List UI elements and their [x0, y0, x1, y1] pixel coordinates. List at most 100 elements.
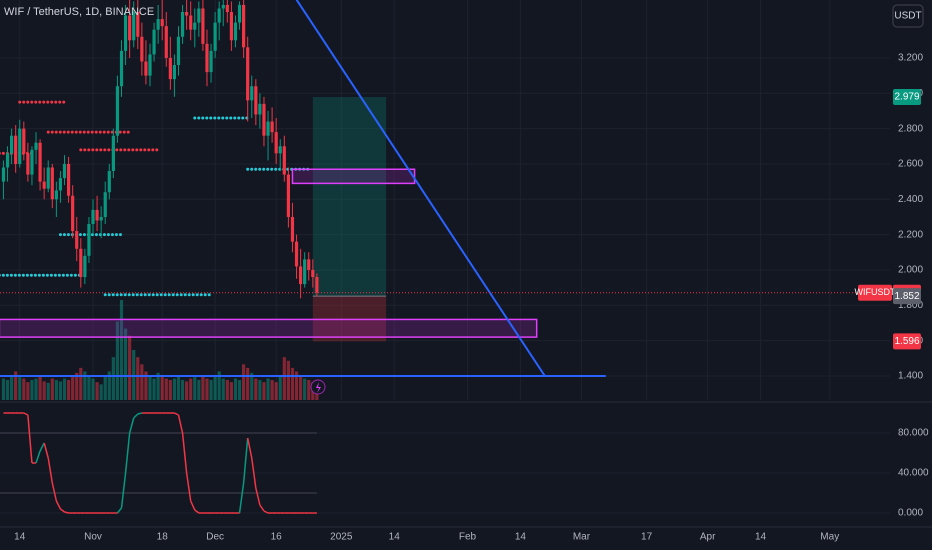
- volume-bar: [209, 380, 213, 400]
- y-tick-label: 2.800: [898, 123, 923, 134]
- oscillator-segment: [128, 417, 135, 434]
- candle-body: [34, 142, 38, 150]
- x-tick-label: 14: [755, 532, 767, 543]
- volume-bar: [185, 381, 189, 400]
- x-tick-label: 16: [271, 532, 283, 543]
- currency[interactable]: USDT: [894, 11, 921, 22]
- symbol: WIFUSDT: [855, 287, 896, 297]
- candle-body: [311, 269, 315, 278]
- candle-body: [115, 86, 120, 136]
- x-tick-label: 18: [157, 532, 169, 543]
- candle-body: [201, 8, 205, 44]
- candle-body: [246, 47, 250, 101]
- volume-bar: [156, 372, 160, 400]
- candle-body: [50, 167, 54, 200]
- candle-body: [123, 15, 128, 51]
- y-tick-label: 2.000: [898, 265, 923, 276]
- candle-body: [233, 22, 238, 41]
- candle-body: [185, 12, 189, 16]
- y-tick-label: 3.200: [898, 53, 923, 64]
- candle-body: [128, 15, 132, 41]
- candle-body: [213, 22, 217, 51]
- oscillator-segment: [60, 508, 65, 513]
- volume-bar: [250, 372, 254, 400]
- candle-body: [140, 36, 144, 62]
- volume-bar: [303, 378, 307, 400]
- volume-bar: [22, 378, 26, 400]
- chart-title: WIF / TetherUS, 1D, BINANCE: [4, 6, 154, 18]
- candle-body: [303, 259, 307, 285]
- oscillator-segment: [133, 413, 139, 419]
- x-tick-label: Feb: [459, 532, 477, 543]
- candle-body: [42, 181, 46, 189]
- candle-body: [18, 128, 22, 164]
- volume-bar: [299, 375, 303, 400]
- oscillator-segment: [39, 442, 45, 452]
- trend-line: [295, 0, 546, 377]
- volume-bar: [99, 384, 103, 400]
- volume-bar: [5, 380, 10, 400]
- volume-bar: [176, 375, 181, 400]
- candle-body: [266, 121, 270, 136]
- candle-body: [229, 12, 234, 41]
- candle-body: [221, 4, 225, 9]
- volume-bar: [62, 378, 67, 400]
- volume-bar: [193, 377, 197, 400]
- candle-body: [87, 224, 91, 256]
- x-tick-label: Dec: [206, 532, 224, 543]
- oscillator-segment: [185, 472, 192, 502]
- candle-body: [46, 167, 50, 189]
- volume-bar: [54, 380, 58, 400]
- x-tick-label: 14: [14, 532, 26, 543]
- candle-body: [1, 167, 6, 182]
- candle-body: [299, 266, 303, 285]
- candle-body: [148, 54, 152, 76]
- x-tick-label: 17: [641, 532, 653, 543]
- volume-bar: [128, 335, 132, 400]
- volume-bar: [278, 375, 282, 400]
- currency-button[interactable]: [892, 4, 924, 28]
- osc-tick-label: 0.000: [898, 508, 923, 519]
- candle-body: [270, 121, 274, 133]
- candle-body: [91, 209, 95, 225]
- volume-bar: [213, 375, 217, 400]
- stop-price: 1.596: [894, 336, 919, 347]
- candle-body: [144, 61, 148, 76]
- volume-bar: [1, 378, 6, 400]
- oscillator-segment: [55, 500, 62, 510]
- volume-bar: [34, 378, 38, 400]
- candle-body: [307, 259, 311, 270]
- candle-body: [282, 146, 286, 175]
- volume-bar: [221, 378, 225, 400]
- candle-body: [71, 195, 75, 232]
- volume-bar: [258, 380, 262, 400]
- candle-body: [250, 86, 254, 101]
- candle-body: [160, 19, 164, 27]
- candle-body: [136, 12, 140, 37]
- volume-bar: [111, 357, 115, 400]
- candle-body: [83, 255, 87, 278]
- target-price: 2.979: [894, 92, 919, 103]
- oscillator-segment: [174, 412, 179, 416]
- zone-box: [0, 318, 538, 338]
- volume-bar: [160, 375, 164, 400]
- volume-bar: [237, 380, 242, 400]
- volume-bar: [205, 378, 209, 400]
- oscillator-segment: [246, 437, 253, 459]
- y-tick-label: 2.400: [898, 194, 923, 205]
- volume-bar: [246, 367, 250, 400]
- candle-body: [168, 57, 172, 80]
- volume-bar: [58, 381, 63, 400]
- volume-bar: [136, 357, 140, 400]
- candle-body: [315, 277, 319, 293]
- zone-box: [291, 168, 416, 185]
- oscillator-segment: [238, 482, 245, 514]
- oscillator-segment: [43, 442, 49, 459]
- candle-body: [274, 132, 278, 154]
- oscillator-segment: [64, 511, 69, 514]
- candle-body: [22, 128, 26, 154]
- volume-bar: [91, 378, 95, 400]
- volume-bar: [307, 380, 311, 400]
- candle-body: [38, 142, 42, 182]
- candle-body: [258, 103, 262, 115]
